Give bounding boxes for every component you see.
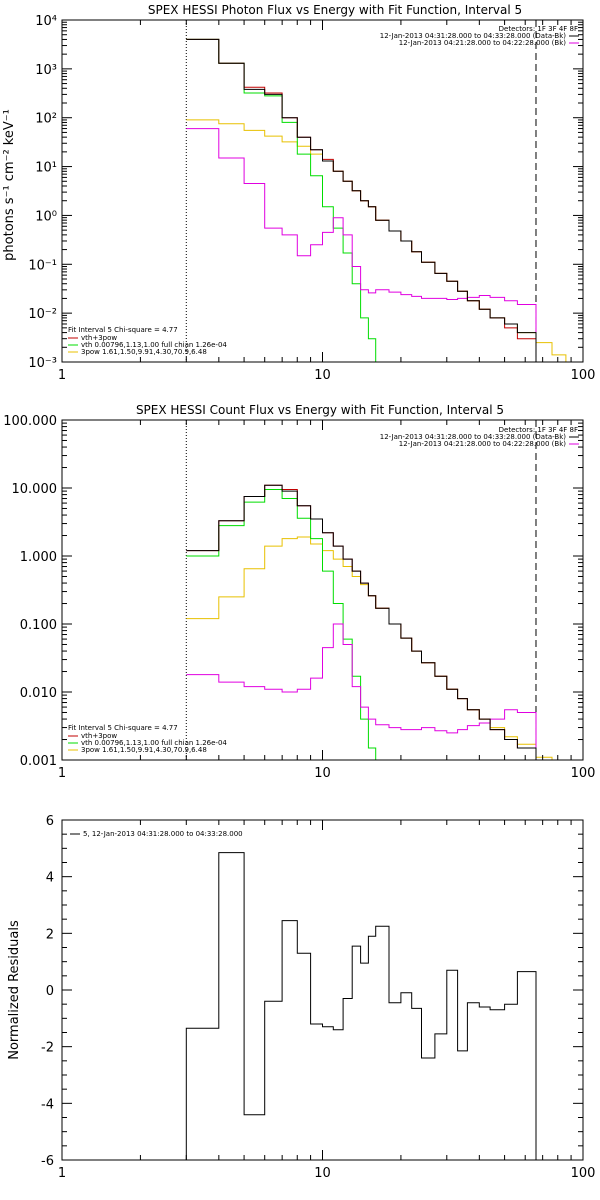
y-tick-label: 10⁻² [28,307,57,322]
plot-frame [61,419,584,761]
x-tick-label: 1 [58,1166,66,1181]
y-tick-label: 4 [46,871,54,886]
y-tick-label: -6 [41,1154,54,1169]
plot-frame [61,819,584,1161]
fit-3pow-label: 3pow 1.61,1.50,9.91,4.30,70.9,6.48 [81,746,207,754]
bk-series-line [186,128,537,362]
fit-info-label: Fit Interval 5 Chi-square = 4.77 [68,326,178,334]
x-tick-label: 10 [314,1166,331,1181]
y-tick-label: 2 [46,927,54,942]
fit-model-label: vth+3pow [81,334,117,342]
y-tick-label: 10⁰ [35,209,57,224]
data-series-line [185,852,537,1160]
y-tick-label: 10³ [35,63,57,78]
x-tick-label: 10 [314,368,331,383]
x-tick-label: 1 [58,766,66,781]
y-tick-label: 10¹ [35,161,57,176]
fit-model-label: vth+3pow [81,732,117,740]
y-tick-label: -2 [41,1041,54,1056]
photon-flux-panel: SPEX HESSI Photon Flux vs Energy with Fi… [2,3,596,383]
y-axis-label: Normalized Residuals [7,920,22,1060]
fit-vth-label: vth 0.00796,1.13,1.00 full chian 1.26e-0… [81,341,227,349]
fit-3pow-label: 3pow 1.61,1.50,9.91,4.30,70.9,6.48 [81,348,207,356]
bk-time-label: 12-Jan-2013 04:21:28.000 to 04:22:28.000… [399,39,567,47]
panel-title: SPEX HESSI Photon Flux vs Energy with Fi… [148,3,522,17]
tpow-series-line [186,536,567,760]
detectors-label: Detectors: 1F 3F 4F 8F [499,426,578,434]
y-axis-label: photons s⁻¹ cm⁻² keV⁻¹ [2,109,17,261]
y-tick-label: 0.001 [20,754,57,769]
fit-vth-label: vth 0.00796,1.13,1.00 full chian 1.26e-0… [81,739,227,747]
y-tick-label: 0 [46,984,54,999]
y-tick-label: -4 [41,1097,54,1112]
x-tick-label: 100 [571,766,596,781]
y-tick-label: 0.100 [20,618,57,633]
tpow-series-line [186,119,567,362]
x-tick-label: 100 [571,368,596,383]
detectors-label: Detectors: 1F 3F 4F 8F [499,25,578,33]
y-tick-label: 100.000 [3,414,57,429]
y-tick-label: 6 [46,814,54,829]
y-tick-label: 10.000 [12,482,58,497]
x-tick-label: 1 [58,368,66,383]
fit-info-label: Fit Interval 5 Chi-square = 4.77 [68,724,178,732]
data-series-line [186,38,537,362]
vth-series-line [186,489,402,760]
data-time-label: 12-Jan-2013 04:31:28.000 to 04:33:28.000… [380,433,567,441]
y-tick-label: 10⁻¹ [28,258,57,273]
y-tick-label: 10² [35,112,57,127]
x-tick-label: 100 [571,1166,596,1181]
y-tick-label: 1.000 [20,550,57,565]
residuals-panel: Normalized Residuals 5, 12-Jan-2013 04:3… [7,814,595,1181]
y-tick-label: 10⁻³ [28,356,57,371]
vth-series-line [186,38,413,362]
y-tick-label: 10⁴ [35,14,57,29]
bk-time-label: 12-Jan-2013 04:21:28.000 to 04:22:28.000… [399,440,567,448]
x-tick-label: 10 [314,766,331,781]
data-time-label: 12-Jan-2013 04:31:28.000 to 04:33:28.000… [380,32,567,40]
data-series-line [186,484,537,760]
count-flux-panel: SPEX HESSI Count Flux vs Energy with Fit… [3,403,596,781]
panel-title: SPEX HESSI Count Flux vs Energy with Fit… [136,403,504,417]
bk-series-line [186,623,537,760]
residual-legend-label: 5, 12-Jan-2013 04:31:28.000 to 04:33:28.… [83,830,243,838]
y-tick-label: 0.010 [20,686,57,701]
